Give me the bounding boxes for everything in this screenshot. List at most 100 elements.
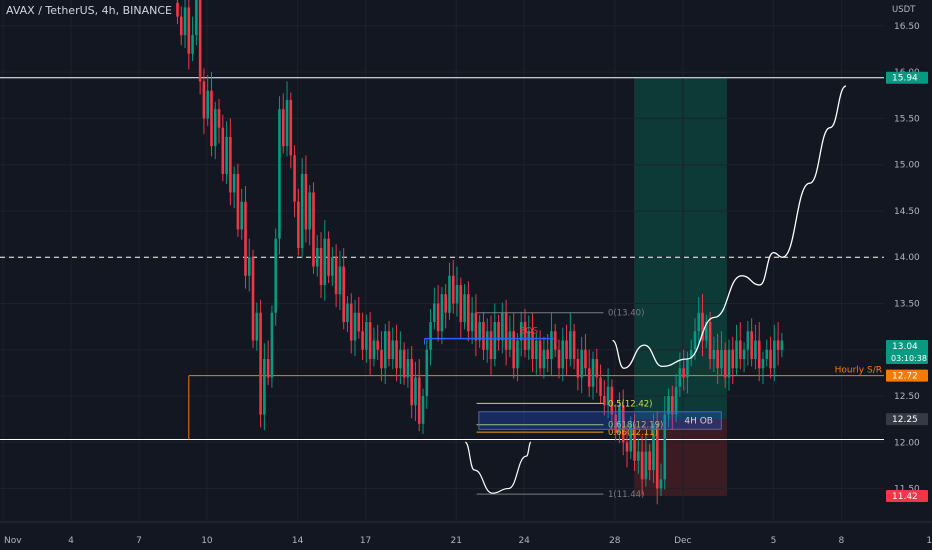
price-axis[interactable]: USDT16.5016.0015.5015.0014.5014.0013.501… — [884, 0, 932, 550]
order-block[interactable] — [478, 411, 722, 430]
candle[interactable] — [671, 385, 674, 431]
candle[interactable] — [640, 435, 644, 496]
candle[interactable] — [297, 188, 300, 256]
candle[interactable] — [285, 81, 289, 157]
candle[interactable] — [436, 284, 440, 342]
candle[interactable] — [780, 333, 784, 358]
candle[interactable] — [584, 334, 587, 376]
price-label[interactable]: 13.04 03:10:38 — [886, 340, 928, 365]
candle[interactable] — [542, 336, 546, 379]
candle[interactable] — [674, 373, 678, 422]
candle[interactable] — [315, 235, 319, 277]
candle[interactable] — [482, 311, 485, 360]
candle[interactable] — [425, 339, 429, 409]
candle[interactable] — [342, 247, 345, 330]
candle[interactable] — [372, 327, 376, 367]
candle[interactable] — [240, 188, 243, 240]
candle[interactable] — [504, 299, 508, 366]
candle[interactable] — [523, 309, 527, 358]
candle[interactable] — [278, 96, 281, 255]
candle[interactable] — [731, 336, 735, 384]
candle[interactable] — [531, 312, 534, 372]
candle[interactable] — [179, 6, 183, 46]
candle[interactable] — [187, 0, 191, 70]
candle[interactable] — [213, 101, 217, 160]
candle[interactable] — [395, 324, 398, 382]
candle[interactable] — [263, 343, 266, 431]
candle[interactable] — [667, 388, 670, 428]
candle[interactable] — [478, 314, 481, 348]
candle[interactable] — [508, 315, 512, 358]
candle[interactable] — [251, 249, 255, 348]
candle[interactable] — [300, 158, 304, 259]
candle[interactable] — [633, 413, 636, 471]
candle[interactable] — [421, 388, 425, 434]
candle[interactable] — [448, 262, 451, 321]
candle[interactable] — [266, 340, 270, 385]
candle[interactable] — [572, 323, 576, 370]
candle[interactable] — [331, 247, 334, 286]
candle[interactable] — [459, 277, 463, 338]
candle[interactable] — [644, 433, 648, 487]
candle[interactable] — [773, 324, 776, 382]
candle[interactable] — [247, 238, 251, 292]
candle[interactable] — [765, 339, 769, 367]
candle[interactable] — [512, 312, 515, 379]
candle[interactable] — [270, 305, 274, 388]
candle[interactable] — [198, 0, 202, 95]
candle[interactable] — [225, 121, 228, 185]
candle[interactable] — [550, 312, 553, 375]
candle[interactable] — [417, 359, 421, 432]
candle[interactable] — [727, 339, 731, 391]
candle[interactable] — [368, 311, 372, 375]
candle[interactable] — [769, 336, 772, 379]
candle[interactable] — [746, 321, 750, 366]
candle[interactable] — [353, 299, 357, 357]
candle[interactable] — [519, 311, 523, 357]
candle[interactable] — [410, 346, 413, 419]
candle[interactable] — [380, 331, 383, 382]
candle[interactable] — [599, 364, 602, 404]
candle[interactable] — [357, 297, 361, 339]
candle[interactable] — [557, 339, 561, 379]
candle[interactable] — [739, 321, 742, 370]
candle[interactable] — [191, 16, 194, 62]
candle[interactable] — [338, 250, 342, 310]
candle[interactable] — [742, 342, 746, 372]
candle[interactable] — [221, 114, 225, 182]
candle[interactable] — [625, 423, 629, 468]
price-label[interactable]: 12.25 — [886, 413, 928, 426]
candle[interactable] — [497, 314, 500, 351]
candle[interactable] — [470, 297, 474, 345]
price-label[interactable]: 11.42 — [886, 489, 928, 502]
candle[interactable] — [565, 324, 568, 375]
candle[interactable] — [312, 182, 315, 274]
candle[interactable] — [569, 312, 572, 367]
candle[interactable] — [697, 297, 701, 345]
candle[interactable] — [637, 438, 640, 474]
candle[interactable] — [603, 380, 606, 416]
candle[interactable] — [455, 266, 459, 317]
candle[interactable] — [319, 232, 323, 298]
candle[interactable] — [206, 74, 210, 126]
candle[interactable] — [202, 68, 206, 135]
candle[interactable] — [595, 348, 599, 394]
candle[interactable] — [561, 327, 565, 382]
candle[interactable] — [580, 336, 583, 394]
candle[interactable] — [293, 145, 296, 218]
candle[interactable] — [652, 413, 655, 483]
candle[interactable] — [244, 185, 247, 289]
candle[interactable] — [176, 0, 179, 25]
candle[interactable] — [402, 342, 406, 385]
candle[interactable] — [705, 314, 708, 348]
candle[interactable] — [433, 287, 436, 330]
candle[interactable] — [591, 351, 595, 400]
candle[interactable] — [361, 312, 364, 360]
candle[interactable] — [474, 294, 478, 357]
candle[interactable] — [217, 99, 221, 144]
candle[interactable] — [281, 93, 285, 154]
candle[interactable] — [391, 327, 395, 370]
candle[interactable] — [648, 444, 651, 481]
candle[interactable] — [655, 410, 659, 505]
